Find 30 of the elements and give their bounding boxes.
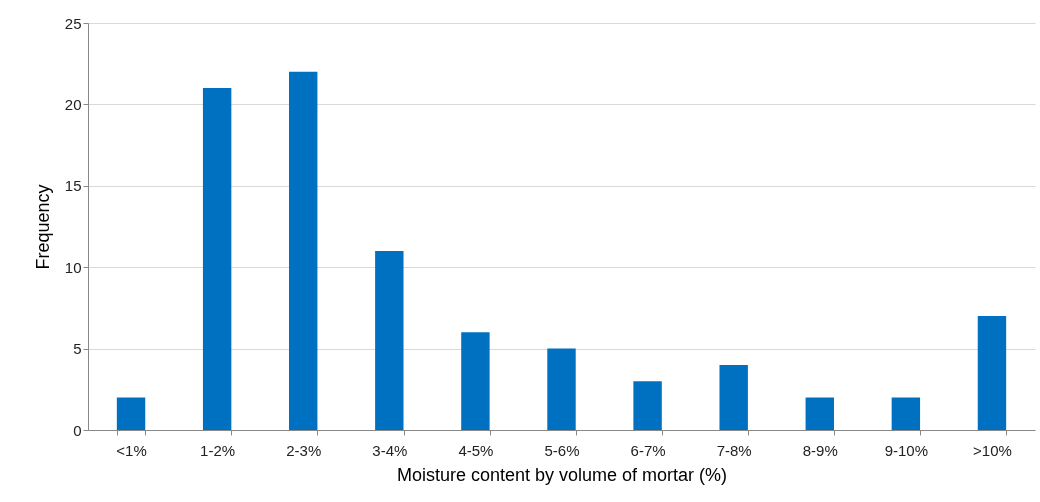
x-tick-label: 8-9%: [802, 441, 838, 459]
y-tick-label: 15: [64, 177, 82, 195]
x-tick-label: 2-3%: [286, 441, 322, 459]
bar: [891, 397, 921, 430]
bar: [202, 88, 232, 430]
y-tick-label: 25: [64, 14, 82, 32]
bar: [633, 381, 662, 430]
x-tick-label: 5-6%: [544, 441, 580, 459]
bar: [547, 348, 576, 430]
y-axis-title: Frequency: [32, 184, 53, 270]
x-tick-label: 6-7%: [630, 441, 666, 459]
bar: [116, 397, 146, 430]
x-tick-label: 7-8%: [716, 441, 752, 459]
bar: [719, 364, 748, 430]
bar: [805, 397, 834, 430]
bar: [461, 332, 490, 430]
y-tick-label: 10: [64, 258, 82, 276]
bar: [289, 71, 318, 430]
x-tick-label: >10%: [973, 441, 1012, 459]
bar: [977, 316, 1007, 430]
y-tick-label: 20: [64, 95, 82, 113]
x-tick-label: <1%: [116, 441, 147, 459]
y-tick-label: 0: [73, 421, 82, 439]
bar: [375, 250, 404, 430]
x-tick-label: 9-10%: [884, 441, 929, 459]
x-tick-label: 1-2%: [200, 441, 236, 459]
x-tick-label: 4-5%: [458, 441, 494, 459]
y-tick-label: 5: [73, 340, 82, 358]
x-axis-title: Moisture content by volume of mortar (%): [396, 464, 728, 485]
x-tick-label: 3-4%: [372, 441, 408, 459]
